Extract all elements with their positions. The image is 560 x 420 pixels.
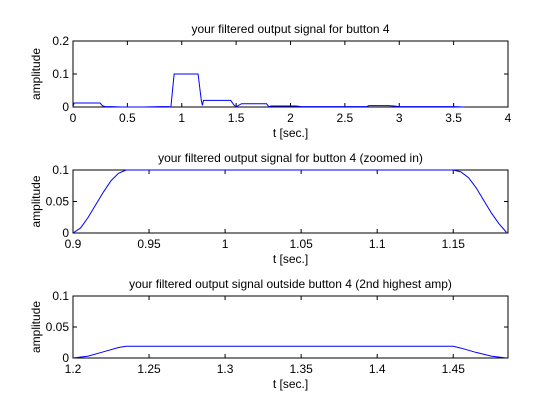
plot-area (72, 295, 509, 359)
signal-line (72, 169, 507, 234)
subplot-2: 0.9 0.95 1 1.05 1.1 1.15 0 0.05 0.1 your filtered… (29, 151, 509, 266)
x-tick-label: 3.5 (445, 111, 462, 125)
signal-line (72, 345, 507, 359)
x-tick-label: 1.3 (217, 362, 234, 376)
y-tick-label: 0.05 (46, 320, 70, 334)
x-tick-label: 3 (396, 111, 403, 125)
x-tick-label: 0.95 (137, 237, 161, 251)
x-tick-label: 1.5 (228, 111, 245, 125)
y-tick-label: 0 (62, 226, 69, 240)
x-tick-label: 2 (287, 111, 294, 125)
x-tick-label: 1.45 (442, 362, 466, 376)
x-tick-label: 1 (222, 237, 229, 251)
x-tick-label: 1.05 (289, 237, 313, 251)
subplot-3: 1.2 1.25 1.3 1.35 1.4 1.45 0 0.05 0.1 your filter… (29, 277, 509, 391)
x-tick-label: 0.9 (65, 237, 82, 251)
x-tick-label: 1.35 (289, 362, 313, 376)
y-tick-label: 0 (62, 351, 69, 365)
y-tick-label: 0.05 (46, 195, 70, 209)
x-tick-label: 1.4 (369, 362, 386, 376)
y-tick-label: 0 (62, 100, 69, 114)
subplot-title: your filtered output signal for button 4 (191, 22, 389, 36)
x-tick-label: 1.15 (442, 237, 466, 251)
x-tick-label: 1.2 (65, 362, 82, 376)
y-axis-label: amplitude (29, 175, 43, 227)
y-tick-label: 0.2 (52, 34, 69, 48)
x-axis-label: t [sec.] (273, 252, 308, 266)
subplot-1: 0 0.5 1 1.5 2 2.5 3 3.5 4 0 0.1 0.2 your filtered ou… (29, 22, 512, 140)
x-axis-label: t [sec.] (273, 377, 308, 391)
y-axis-label: amplitude (29, 301, 43, 353)
x-tick-label: 0.5 (119, 111, 136, 125)
plot-area (72, 169, 509, 234)
x-tick-label: 4 (505, 111, 512, 125)
x-axis-label: t [sec.] (273, 126, 308, 140)
subplot-title: your filtered output signal outside butt… (129, 277, 452, 291)
y-tick-label: 0.1 (52, 67, 69, 81)
x-tick-label: 2.5 (337, 111, 354, 125)
x-tick-label: 0 (70, 111, 77, 125)
x-tick-label: 1.1 (369, 237, 386, 251)
signal-line (72, 73, 465, 108)
x-tick-label: 1 (178, 111, 185, 125)
plot-area (72, 40, 509, 108)
x-tick-label: 1.25 (137, 362, 161, 376)
y-tick-label: 0.1 (52, 163, 69, 177)
y-tick-label: 0.1 (52, 289, 69, 303)
y-axis-label: amplitude (29, 48, 43, 100)
subplot-title: your filtered output signal for button 4… (158, 151, 423, 165)
